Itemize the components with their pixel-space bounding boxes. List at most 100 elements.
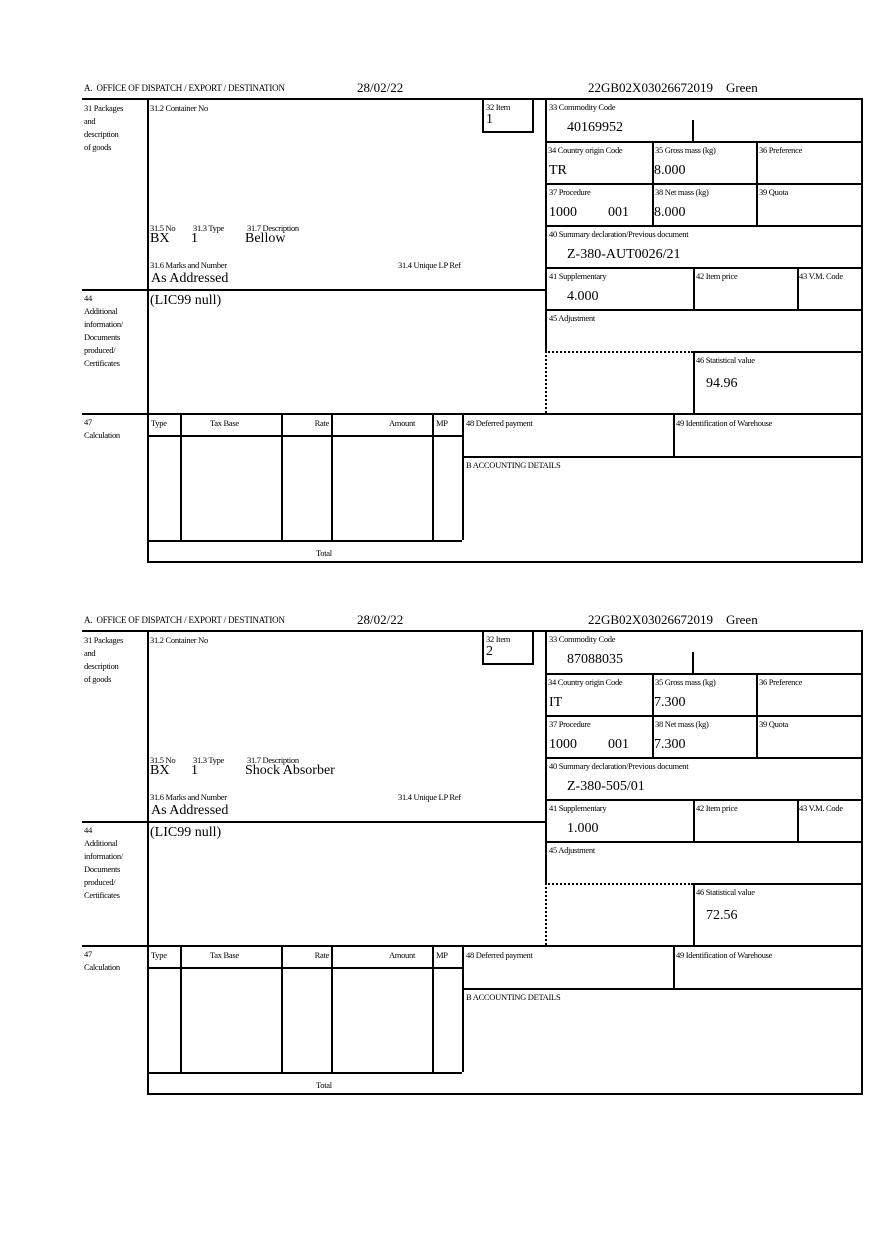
unique-lp-ref-label: 31.4 Unique LP Ref (398, 260, 461, 270)
quota-label: 39 Quota (759, 187, 788, 197)
accounting-details-label: B ACCOUNTING DETAILS (466, 460, 561, 470)
divider (482, 100, 484, 132)
declaration-date: 28/02/22 (357, 612, 404, 627)
item-label: 32 Item (486, 102, 511, 112)
supplementary-value: 4.000 (567, 289, 599, 304)
net-mass-value: 8.000 (654, 205, 686, 220)
divider (331, 945, 333, 1072)
calc-header-rate: Rate (314, 418, 330, 428)
container-no-label: 31.2 Container No (150, 635, 208, 645)
statistical-value-label: 46 Statistical value (696, 887, 755, 897)
divider (545, 98, 547, 351)
divider (331, 413, 333, 540)
divider (462, 456, 862, 458)
divider (797, 267, 799, 309)
summary-declaration-value: Z-380-AUT0026/21 (567, 247, 681, 262)
divider (693, 351, 862, 353)
warehouse-label: 49 Identification of Warehouse (676, 418, 773, 428)
gross-mass-label: 35 Gross mass (kg) (655, 677, 716, 687)
statistical-value: 72.56 (706, 908, 738, 923)
divider (545, 883, 693, 885)
calc-header-tax-base: Tax Base (210, 950, 239, 960)
preference-label: 36 Preference (759, 677, 803, 687)
office-heading: A. OFFICE OF DISPATCH / EXPORT / DESTINA… (84, 83, 285, 93)
item-label: 32 Item (486, 634, 511, 644)
summary-declaration-label: 40 Summary declaration/Previous document (549, 229, 689, 239)
divider (532, 100, 534, 132)
divider (545, 630, 547, 883)
calculation-label: 47 Calculation (84, 417, 120, 440)
divider (673, 945, 675, 988)
description-value: Shock Absorber (245, 763, 335, 778)
description-label: 31.7 Description (247, 223, 299, 233)
procedure-label: 37 Procedure (549, 719, 591, 729)
commodity-code-label: 33 Commodity Code (549, 634, 616, 644)
packages-label: 31 Packages and description of goods (84, 103, 123, 152)
divider (147, 1093, 863, 1095)
divider (82, 821, 545, 823)
quota-label: 39 Quota (759, 719, 788, 729)
divider (861, 630, 863, 1095)
net-mass-label: 38 Net mass (kg) (655, 719, 709, 729)
divider (147, 561, 863, 563)
procedure-additional-value: 001 (608, 737, 629, 752)
divider (147, 98, 149, 561)
deferred-payment-label: 48 Deferred payment (466, 418, 533, 428)
divider (861, 98, 863, 563)
divider (693, 883, 862, 885)
calc-header-amount: Amount (388, 950, 415, 960)
gross-mass-value: 7.300 (654, 695, 686, 710)
divider (82, 413, 862, 415)
package-no-value: BX (150, 231, 170, 246)
divider (532, 632, 534, 664)
additional-info-label: 44 Additional information/ Documents pro… (84, 293, 123, 368)
divider (82, 289, 545, 291)
divider (692, 652, 694, 673)
calc-header-mp: MP (436, 418, 448, 428)
divider (652, 673, 654, 757)
calc-header-amount: Amount (388, 418, 415, 428)
divider (797, 799, 799, 841)
package-no-label: 31.5 No (150, 755, 176, 765)
divider (652, 141, 654, 225)
divider (432, 945, 434, 1072)
divider (545, 141, 862, 143)
divider (432, 413, 434, 540)
summary-declaration-label: 40 Summary declaration/Previous document (549, 761, 689, 771)
divider (756, 141, 758, 225)
adjustment-label: 45 Adjustment (549, 845, 595, 855)
divider (545, 883, 547, 945)
item-number: 1 (486, 112, 493, 127)
divider (82, 98, 862, 100)
package-type-value: 1 (191, 763, 198, 778)
summary-declaration-value: Z-380-505/01 (567, 779, 645, 794)
divider (545, 267, 862, 269)
procedure-label: 37 Procedure (549, 187, 591, 197)
declaration-reference: 22GB02X03026672019 Green (588, 612, 758, 627)
declaration-reference: 22GB02X03026672019 Green (588, 80, 758, 95)
divider (147, 435, 462, 437)
marks-value: As Addressed (151, 803, 229, 818)
calc-header-rate: Rate (314, 950, 330, 960)
divider (147, 630, 149, 1093)
supplementary-value: 1.000 (567, 821, 599, 836)
declaration-item-block: A. OFFICE OF DISPATCH / EXPORT / DESTINA… (0, 612, 882, 1102)
declaration-date: 28/02/22 (357, 80, 404, 95)
accounting-details-label: B ACCOUNTING DETAILS (466, 992, 561, 1002)
divider (180, 945, 182, 1072)
unique-lp-ref-label: 31.4 Unique LP Ref (398, 792, 461, 802)
procedure-additional-value: 001 (608, 205, 629, 220)
vm-code-label: 43 V.M. Code (799, 271, 843, 281)
divider (82, 630, 862, 632)
divider (693, 799, 695, 841)
divider (462, 945, 464, 1072)
divider (693, 351, 695, 413)
calc-header-type: Type (151, 950, 167, 960)
warehouse-label: 49 Identification of Warehouse (676, 950, 773, 960)
additional-info-label: 44 Additional information/ Documents pro… (84, 825, 123, 900)
divider (545, 715, 862, 717)
divider (756, 673, 758, 757)
marks-value: As Addressed (151, 271, 229, 286)
divider (180, 413, 182, 540)
calc-total-label: Total (316, 1080, 332, 1090)
